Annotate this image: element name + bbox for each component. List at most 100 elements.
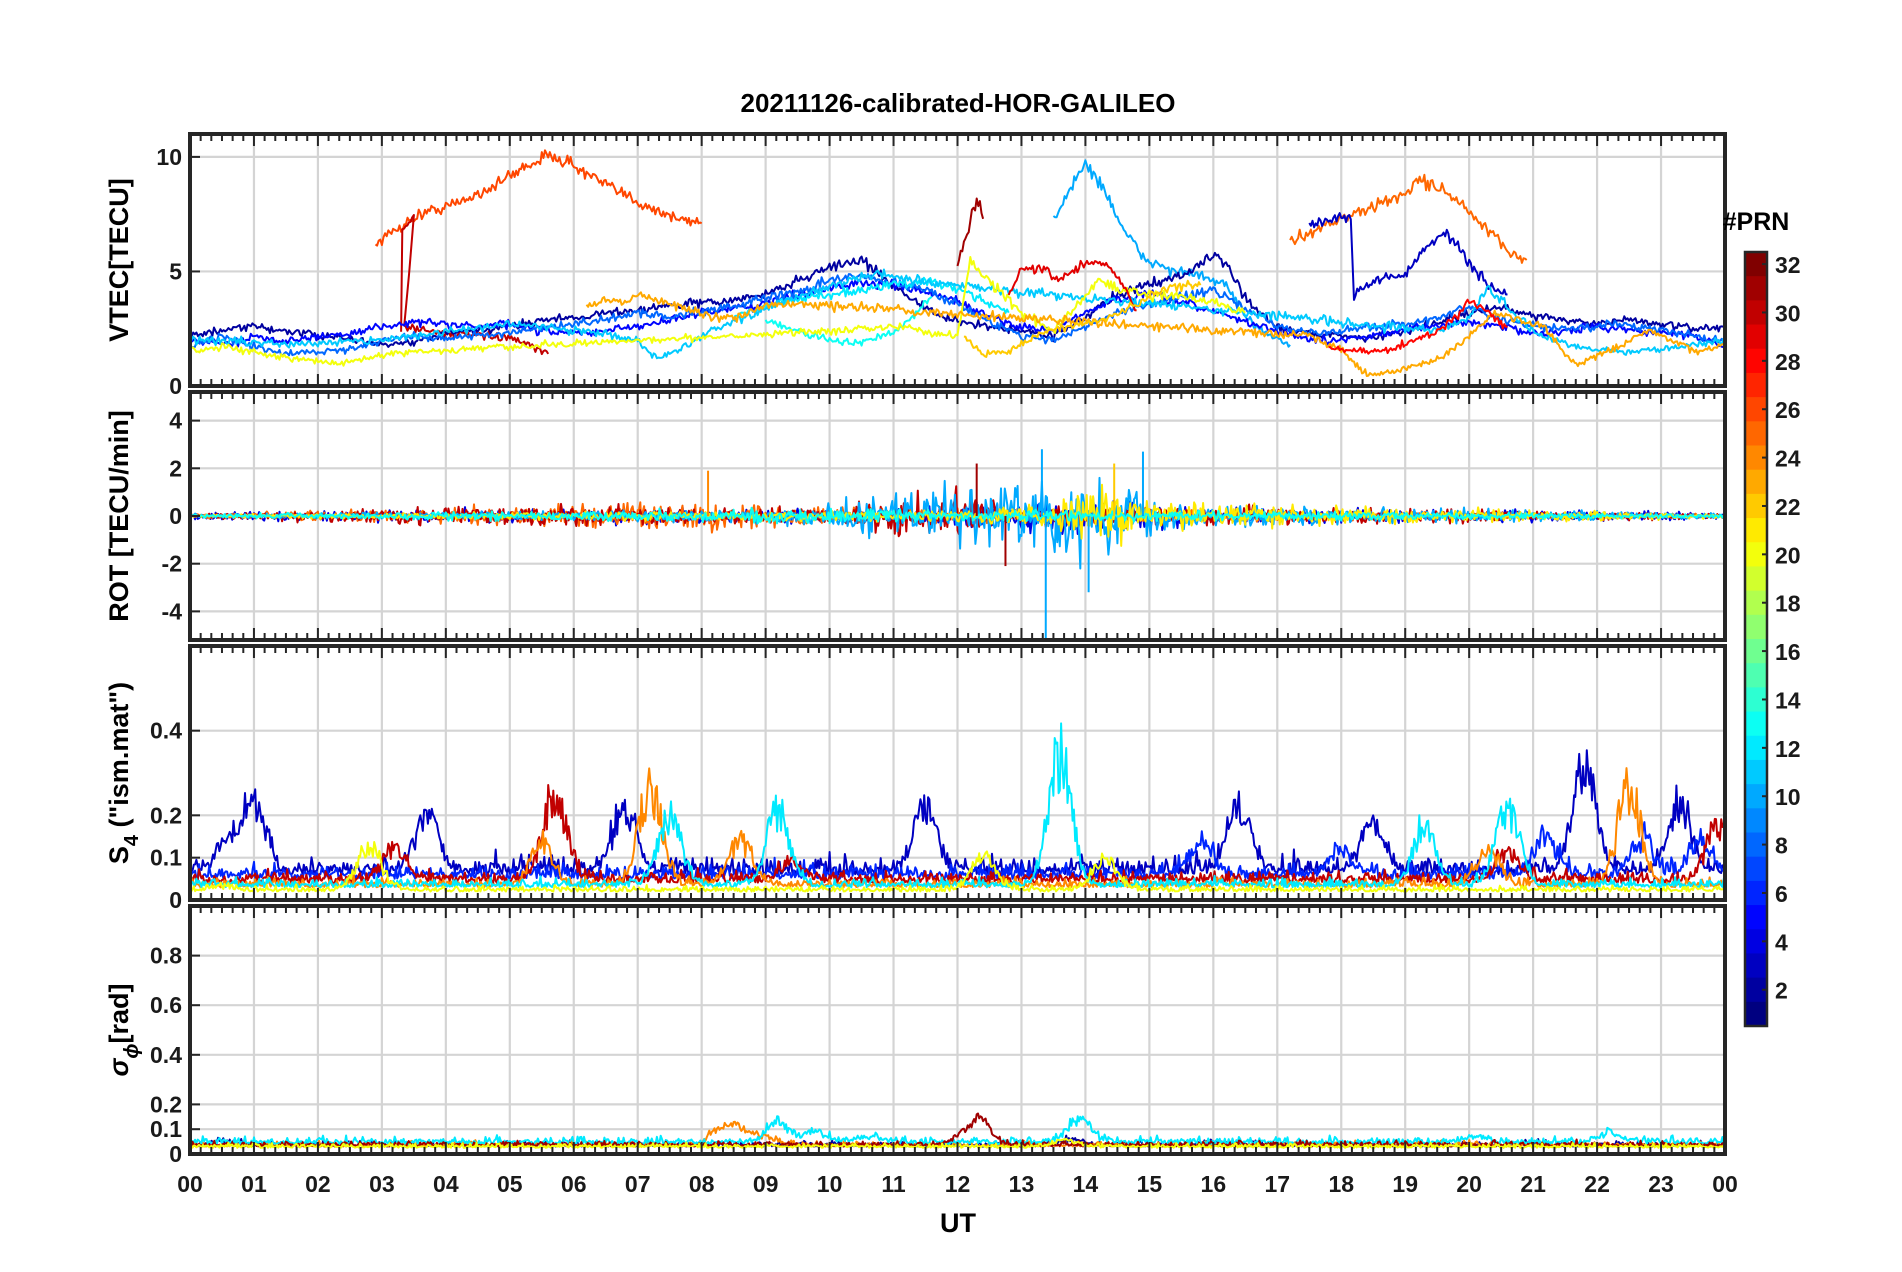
chart-title: 20211126-calibrated-HOR-GALILEO [741, 88, 1176, 118]
x-tick-label: 19 [1392, 1171, 1418, 1197]
y-tick-label: 2 [169, 455, 182, 481]
x-tick-label: 05 [497, 1171, 523, 1197]
y-tick-label: -2 [162, 551, 182, 577]
colorbar-tick-label: 30 [1775, 300, 1801, 326]
vtec-series-prn-10 [1052, 159, 1291, 348]
x-tick-label: 00 [1712, 1171, 1738, 1197]
x-tick-label: 08 [689, 1171, 715, 1197]
colorbar-segment [1745, 687, 1767, 713]
colorbar-segment [1745, 832, 1767, 858]
x-tick-label: 03 [369, 1171, 395, 1197]
colorbar-segment [1745, 929, 1767, 955]
x-tick-label: 23 [1648, 1171, 1674, 1197]
panel-sigma_phi: 00.10.2 0.4 0.6 0.8 σϕ[rad] [104, 904, 1727, 1167]
rot-series-prn-13 [190, 506, 1725, 525]
series-group [190, 149, 1725, 377]
y-tick-label: 0.2 [150, 1091, 182, 1117]
panel-rot: -4 -2 0 2 4 ROT [TECU/min] [104, 390, 1727, 642]
colorbar-tick-label: 22 [1775, 494, 1801, 520]
colorbar-segment [1745, 953, 1767, 979]
colorbar-segment [1745, 614, 1767, 640]
x-tick-label: 10 [817, 1171, 843, 1197]
colorbar-tick-label: 2 [1775, 978, 1788, 1004]
colorbar-segment [1745, 1001, 1767, 1027]
y-tick-label: 0 [169, 887, 182, 913]
vtec-series-prn-13 [764, 295, 933, 347]
vtec-series-prn-20 [190, 256, 1246, 367]
colorbar-segment [1745, 518, 1767, 543]
vtec-series-prn-23 [585, 291, 1725, 377]
x-tick-label: 20 [1456, 1171, 1482, 1197]
x-tick-label: 16 [1201, 1171, 1227, 1197]
x-tick-label: 22 [1584, 1171, 1610, 1197]
x-tick-label: 06 [561, 1171, 587, 1197]
colorbar-tick-label: 18 [1775, 591, 1801, 617]
colorbar-segment [1745, 735, 1767, 761]
x-tick-label: 21 [1520, 1171, 1546, 1197]
series-group [190, 449, 1725, 640]
colorbar-segment [1745, 421, 1767, 447]
y-axis-label-rot: ROT [TECU/min] [104, 410, 134, 621]
colorbar-tick-label: 14 [1775, 687, 1801, 713]
colorbar-tick-label: 20 [1775, 542, 1801, 568]
x-tick-label: 13 [1009, 1171, 1035, 1197]
x-axis: 00 01 02 03 04 05 06 07 08 09 10 11 12 13 14 15 16 17 18 19… [177, 1171, 1738, 1197]
colorbar-segment [1745, 663, 1767, 688]
colorbar-segment [1745, 759, 1767, 785]
colorbar-segment [1745, 542, 1767, 568]
x-tick-label: 14 [1073, 1171, 1099, 1197]
y-tick-label: 4 [169, 408, 182, 434]
colorbar-segment [1745, 905, 1767, 930]
colorbar-tick-label: 28 [1775, 349, 1801, 375]
x-tick-label: 04 [433, 1171, 459, 1197]
x-tick-label: 12 [945, 1171, 971, 1197]
colorbar-segment [1745, 252, 1767, 277]
colorbar-tick-label: 12 [1775, 736, 1801, 762]
sigma_phi-series-prn-12 [190, 1115, 1725, 1146]
vtec-series-prn-28 [1328, 298, 1508, 355]
colorbar-tick-label: 32 [1775, 252, 1801, 278]
panel-s4: 0 0.1 0.2 0.4 S4 ("ism.mat") [104, 644, 1727, 913]
y-axis-label-vtec: VTEC[TECU] [104, 178, 134, 342]
colorbar-tick-label: 8 [1775, 833, 1788, 859]
y-tick-label: 0.4 [150, 1042, 182, 1068]
colorbar-segment [1745, 639, 1767, 664]
colorbar-segment [1745, 276, 1767, 301]
colorbar-segment [1745, 784, 1767, 809]
colorbar-segment [1745, 300, 1767, 326]
colorbar-segment [1745, 977, 1767, 1003]
colorbar-tick-label: 16 [1775, 639, 1801, 665]
panel-vtec: 0 5 10 VTEC[TECU] [104, 132, 1727, 399]
colorbar-segment [1745, 566, 1767, 592]
colorbar-segment [1745, 324, 1767, 350]
colorbar-segment [1745, 348, 1767, 374]
colorbar-tick-label: 4 [1775, 929, 1788, 955]
y-axis-label-sigma_phi: σϕ[rad] [104, 983, 143, 1076]
vtec-series-prn-8 [190, 273, 1725, 357]
y-tick-label: 0.2 [150, 802, 182, 828]
y-tick-label: 0.1 [150, 1116, 182, 1142]
colorbar-segment [1745, 493, 1767, 519]
colorbar-frame [1743, 250, 1769, 1028]
y-tick-label: 10 [156, 144, 182, 170]
colorbar-segment [1745, 880, 1767, 906]
y-tick-label: 0.4 [150, 718, 182, 744]
x-tick-label: 07 [625, 1171, 651, 1197]
x-tick-label: 11 [881, 1171, 906, 1197]
x-tick-label: 18 [1328, 1171, 1354, 1197]
colorbar-segment [1745, 711, 1767, 737]
y-tick-label: 0 [169, 1141, 182, 1167]
x-tick-label: 02 [305, 1171, 331, 1197]
colorbar-segment [1745, 397, 1767, 422]
vtec-series-prn-29 [1007, 259, 1137, 312]
y-tick-label: 0 [169, 503, 182, 529]
vtec-series-prn-22 [963, 279, 1202, 358]
colorbar-segment [1745, 590, 1767, 616]
x-tick-label: 09 [753, 1171, 779, 1197]
colorbar-segment [1745, 372, 1767, 398]
colorbar-segment [1745, 469, 1767, 495]
colorbar-segment [1745, 445, 1767, 471]
